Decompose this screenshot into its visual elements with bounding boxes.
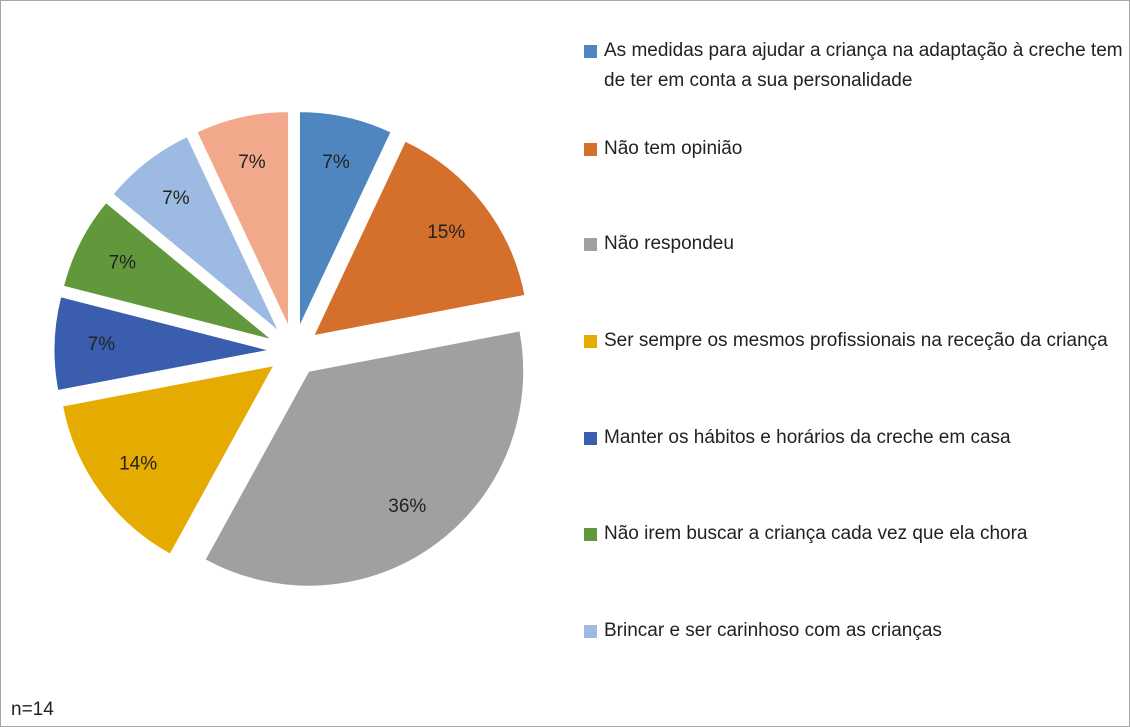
legend-label: Não tem opinião — [604, 138, 743, 159]
legend-entry: Brincar e ser carinhoso com as crianças — [584, 616, 1124, 646]
legend-entry: Não respondeu — [584, 229, 1124, 259]
legend-entry: Não irem buscar a criança cada vez que e… — [584, 519, 1124, 549]
legend-label: Ser sempre os mesmos profissionais na re… — [604, 330, 1108, 351]
legend-entry: Manter os hábitos e horários da creche e… — [584, 423, 1124, 453]
annotation: n=14 — [11, 699, 54, 720]
legend-swatch — [584, 335, 597, 348]
legend-label: Não irem buscar a criança cada vez que e… — [604, 523, 1028, 544]
pie-slice — [204, 330, 525, 587]
pie-area: 7% 15% 36% 14% 7% 7% 7% 7% — [53, 111, 526, 587]
legend-swatch — [584, 528, 597, 541]
legend-swatch — [584, 238, 597, 251]
legend-swatch — [584, 625, 597, 638]
pie-slice — [62, 201, 273, 341]
data-label: 7% — [162, 188, 190, 209]
data-label: 36% — [388, 496, 426, 517]
data-label: 7% — [109, 253, 137, 274]
legend-entry: As medidas para ajudar a criança na adap… — [584, 36, 1124, 96]
pie-slice — [112, 136, 280, 332]
data-label: 14% — [119, 453, 157, 474]
legend-entry: Ser sempre os mesmos profissionais na re… — [584, 326, 1124, 356]
pie-slice — [312, 140, 526, 337]
pie-slice — [61, 365, 275, 555]
legend-label: Não respondeu — [604, 233, 734, 254]
legend-swatch — [584, 45, 597, 58]
pie-slice — [196, 111, 290, 327]
legend-label: Manter os hábitos e horários da creche e… — [604, 427, 1011, 448]
pie-slice — [53, 296, 270, 392]
pie-slice — [298, 111, 392, 327]
legend-swatch — [584, 432, 597, 445]
legend-label: As medidas para ajudar a criança na adap… — [604, 40, 1123, 91]
legend-entry: Não tem opinião — [584, 134, 1124, 164]
data-label: 7% — [238, 152, 266, 173]
data-label: 7% — [88, 334, 116, 355]
data-label: 15% — [427, 222, 465, 243]
legend-label: Brincar e ser carinhoso com as crianças — [604, 620, 942, 641]
legend-swatch — [584, 143, 597, 156]
data-label: 7% — [322, 152, 350, 173]
